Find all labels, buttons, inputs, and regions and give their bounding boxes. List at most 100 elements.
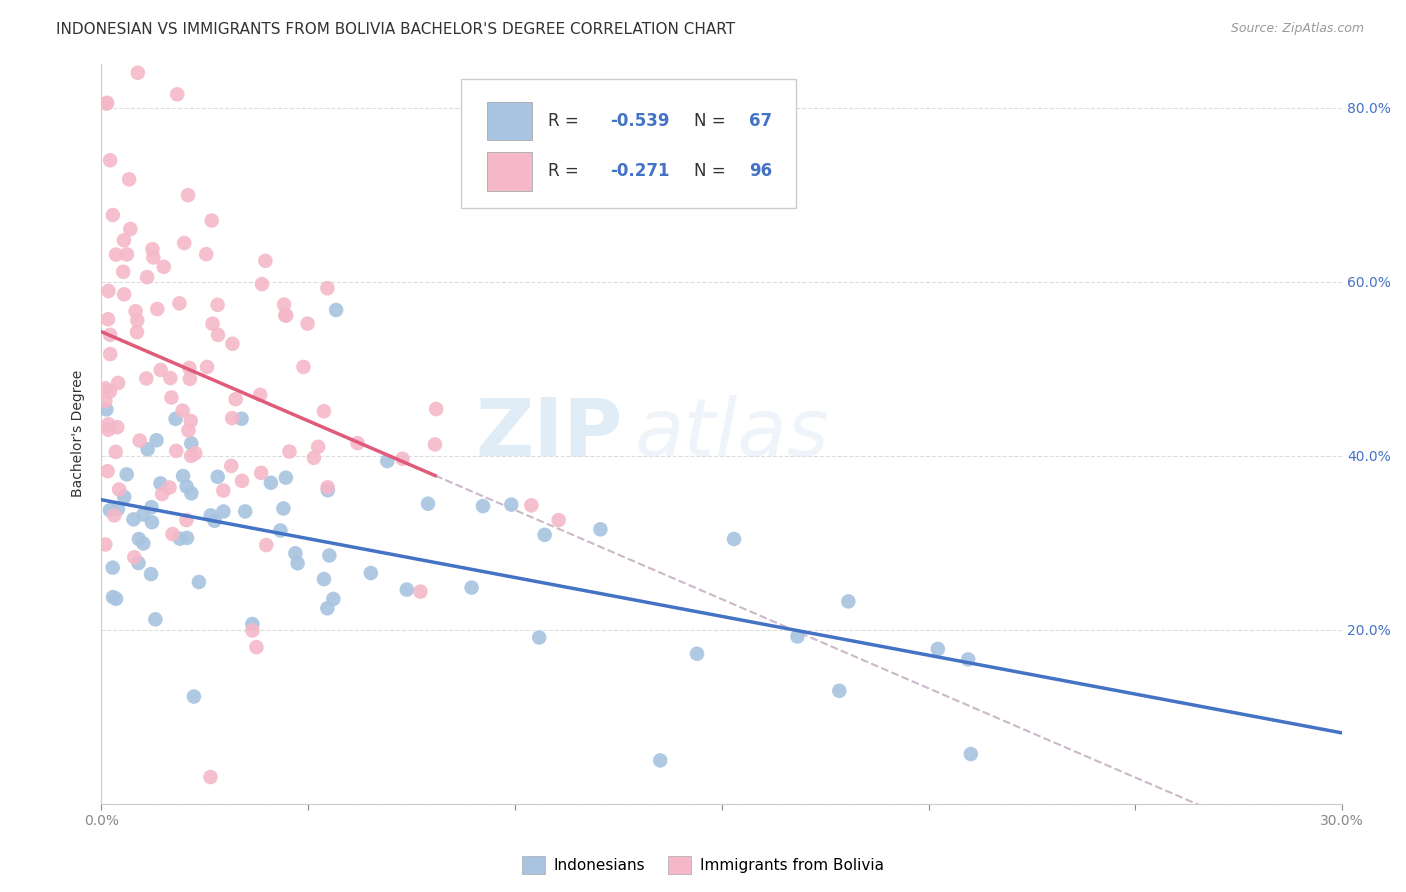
FancyBboxPatch shape [461,78,796,208]
Point [225,392,247,407]
Point [201,317,224,331]
Point [97,464,120,478]
Point [231,411,253,425]
Point [520,498,543,512]
Point [103,508,125,523]
Point [108,483,131,497]
FancyBboxPatch shape [488,102,531,140]
Point [136,270,159,285]
Point [207,469,229,483]
Point [177,424,200,438]
Point [254,253,277,268]
Point [650,753,672,767]
Point [94,394,117,409]
Point [132,508,155,522]
Point [589,522,612,536]
Point [128,556,150,570]
Point [957,652,980,666]
Point [245,640,267,655]
Point [94,381,117,395]
Point [118,172,141,186]
Point [471,499,494,513]
Text: N =: N = [695,112,731,130]
Point [325,303,347,318]
Point [207,298,229,312]
Point [128,434,150,448]
Point [169,532,191,546]
Point [101,560,124,574]
Point [112,233,135,247]
Text: Source: ZipAtlas.com: Source: ZipAtlas.com [1230,22,1364,36]
Point [165,443,187,458]
Point [184,446,207,460]
Point [322,591,344,606]
Point [200,508,222,523]
Text: -0.271: -0.271 [610,162,669,180]
Point [527,631,550,645]
Point [276,309,298,323]
Point [160,391,183,405]
Point [959,747,981,761]
Point [533,528,555,542]
Point [97,312,120,326]
Point [166,87,188,102]
Point [254,538,277,552]
Point [143,612,166,626]
Point [316,281,339,295]
Point [150,487,173,501]
Point [207,327,229,342]
Point [136,442,159,457]
Point [547,513,569,527]
Point [152,260,174,274]
Point [686,647,709,661]
Point [159,371,181,385]
Text: R =: R = [548,112,583,130]
Point [425,402,447,417]
Point [98,503,121,517]
Point [139,567,162,582]
Point [240,617,263,632]
Point [96,96,118,111]
Point [107,502,129,516]
Point [278,444,301,458]
Point [828,683,851,698]
Point [423,437,446,451]
Point [105,420,128,434]
Point [274,308,297,322]
Point [96,95,118,110]
Point [391,451,413,466]
Point [101,590,124,604]
Text: N =: N = [695,162,731,180]
Point [180,436,202,450]
Point [176,513,198,527]
Point [142,251,165,265]
Point [786,629,808,643]
Point [183,690,205,704]
Point [149,476,172,491]
Point [273,501,295,516]
Point [105,247,128,261]
Point [94,537,117,551]
Point [177,188,200,202]
Text: R =: R = [548,162,583,180]
Point [112,490,135,504]
Point [501,498,523,512]
Point [159,481,181,495]
Point [180,486,202,500]
Text: atlas: atlas [636,395,830,473]
Point [98,153,121,168]
Point [307,440,329,454]
Point [141,515,163,529]
Point [233,504,256,518]
Point [165,412,187,426]
Point [316,601,339,615]
Point [409,584,432,599]
Point [112,265,135,279]
Point [269,524,291,538]
Point [169,296,191,310]
Point [179,360,201,375]
Point [127,313,149,327]
Point [149,363,172,377]
FancyBboxPatch shape [488,152,531,191]
Point [302,450,325,465]
